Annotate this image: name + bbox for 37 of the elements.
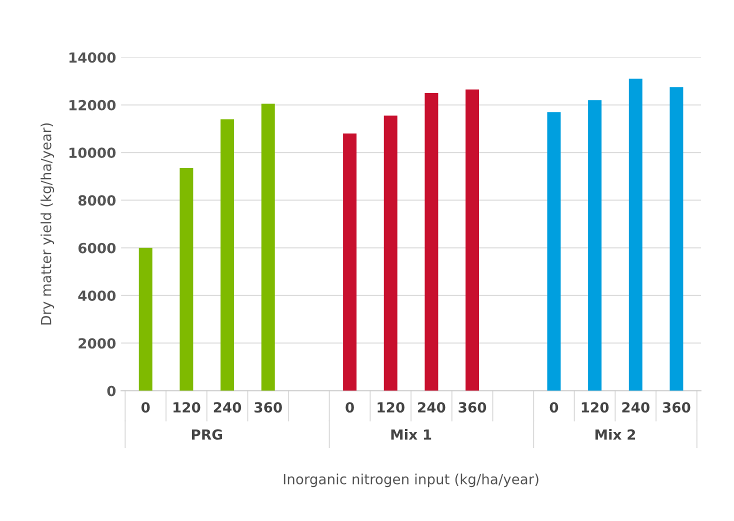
x-tick-label: 240 <box>622 402 650 413</box>
bar <box>466 89 480 391</box>
y-tick-label: 6000 <box>78 242 116 254</box>
x-tick-label: 360 <box>662 402 690 413</box>
x-tick-label: 0 <box>346 402 354 413</box>
bar <box>547 112 561 391</box>
bar <box>424 93 438 391</box>
bar <box>670 87 684 391</box>
y-tick-label: 10000 <box>70 148 116 158</box>
y-tick-label: 14000 <box>70 52 116 63</box>
text: Mix 1 <box>391 429 432 440</box>
x-tick-label: 360 <box>254 402 282 413</box>
y-tick-label: 2000 <box>78 338 116 349</box>
bar <box>384 116 398 391</box>
y-tick-label: 0 <box>107 386 116 396</box>
bar <box>180 168 194 391</box>
x-tick-label: 120 <box>174 402 200 413</box>
bar <box>588 100 602 391</box>
x-tick-label: 120 <box>378 402 404 413</box>
bar <box>138 248 152 391</box>
x-tick-label: 240 <box>418 402 446 413</box>
x-tick-label: 240 <box>214 402 242 413</box>
y-axis-title: Dry matter yield (kg/ha/year) <box>40 123 54 325</box>
x-tick-label: 0 <box>141 402 150 413</box>
bar <box>220 119 234 391</box>
text: Mix 2 <box>595 429 636 440</box>
x-tick-label: 360 <box>458 402 486 413</box>
x-tick-label: 0 <box>550 402 558 413</box>
x-tick-label: 120 <box>582 402 609 413</box>
y-tick-label: 8000 <box>78 195 116 206</box>
bar <box>343 134 357 391</box>
x-axis-title: Inorganic nitrogen input (kg/ha/year) <box>284 474 538 488</box>
y-tick-label: 4000 <box>78 290 116 301</box>
bar <box>261 104 275 391</box>
y-tick-label: 12000 <box>70 100 116 110</box>
text: PRG <box>192 429 222 440</box>
bar <box>628 78 642 391</box>
